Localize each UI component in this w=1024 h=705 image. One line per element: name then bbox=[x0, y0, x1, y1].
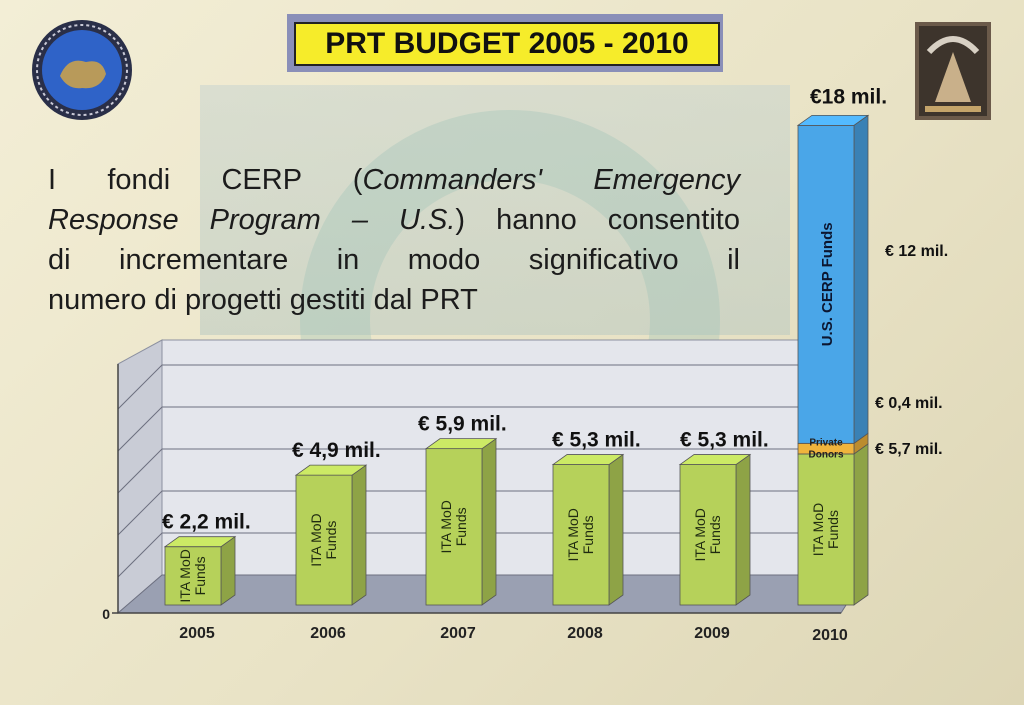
x-tick-label: 2010 bbox=[812, 627, 848, 644]
ita-mod-segment-side bbox=[853, 443, 869, 606]
bar-top-face bbox=[424, 438, 498, 450]
ita-mod-segment bbox=[679, 464, 737, 606]
ita-mod-segment bbox=[164, 546, 222, 606]
intro-line-3: di incrementare in modo significativo il bbox=[48, 244, 740, 276]
bar-top-face bbox=[163, 536, 237, 548]
intro-line-1: I fondi CERP (Commanders' Emergency bbox=[48, 164, 740, 196]
ita-mod-funds-label: ITA MoDFunds bbox=[438, 500, 469, 553]
segment-label-ita: € 5,7 mil. bbox=[875, 441, 943, 458]
ita-mod-funds-label: ITA MoDFunds bbox=[810, 503, 841, 556]
unit-logo-icon bbox=[915, 22, 991, 120]
ita-mod-segment-side bbox=[481, 437, 497, 606]
bar-value-label: € 4,9 mil. bbox=[292, 439, 381, 462]
chart-gridline bbox=[117, 406, 865, 452]
intro-line-4: numero di progetti gestiti dal PRT bbox=[48, 284, 478, 316]
ita-mod-segment bbox=[295, 474, 353, 606]
emblem-logo-icon bbox=[32, 20, 132, 120]
chart-gridline bbox=[117, 532, 865, 578]
intro-paragraph: I fondi CERP (Commanders' Emergency Resp… bbox=[48, 160, 740, 320]
chart-gridline bbox=[117, 490, 865, 536]
bar-value-label: € 5,3 mil. bbox=[552, 429, 641, 452]
bar-top-face bbox=[796, 114, 870, 126]
ita-mod-funds-label: ITA MoDFunds bbox=[692, 508, 723, 561]
chart-gridline bbox=[117, 364, 865, 410]
x-tick-label: 2008 bbox=[567, 625, 603, 642]
ita-mod-segment bbox=[425, 448, 483, 606]
x-tick-label: 2007 bbox=[440, 625, 476, 642]
bar-value-label: € 2,2 mil. bbox=[162, 511, 251, 534]
ita-mod-segment-side bbox=[608, 453, 624, 606]
ita-mod-funds-label: ITA MoDFunds bbox=[565, 508, 596, 561]
chart-side-wall bbox=[117, 339, 163, 615]
cerp-segment bbox=[797, 124, 855, 444]
ita-mod-segment-side bbox=[220, 535, 236, 606]
ita-mod-segment bbox=[797, 453, 855, 606]
segment-label-cerp: € 12 mil. bbox=[885, 243, 948, 260]
bar-top-face bbox=[551, 454, 625, 465]
bar-value-label: € 5,9 mil. bbox=[418, 413, 507, 436]
ita-mod-segment-side bbox=[735, 453, 751, 606]
bar-total-label: €18 mil. bbox=[810, 85, 887, 108]
ita-mod-funds-label: ITA MoDFunds bbox=[308, 513, 339, 566]
bar-value-label: € 5,3 mil. bbox=[680, 429, 769, 452]
slide-title: PRT BUDGET 2005 - 2010 bbox=[294, 22, 720, 66]
chart-gridline bbox=[117, 448, 865, 494]
cerp-funds-label: U.S. CERP Funds bbox=[819, 222, 836, 346]
bar-top-face bbox=[678, 454, 752, 465]
x-tick-label: 2006 bbox=[310, 625, 346, 642]
x-tick-label: 2009 bbox=[694, 625, 730, 642]
chart-back-wall bbox=[161, 339, 866, 576]
private-donors-label: Private Donors bbox=[809, 438, 844, 461]
bar-top-face bbox=[294, 464, 368, 476]
y-tick-label: 0 bbox=[102, 606, 110, 622]
ita-mod-funds-label: ITA MoDFunds bbox=[177, 549, 208, 602]
segment-label-private: € 0,4 mil. bbox=[875, 395, 943, 412]
cerp-segment-side bbox=[853, 114, 869, 445]
intro-line-2: Response Program – U.S.) hanno consentit… bbox=[48, 204, 740, 236]
x-tick-label: 2005 bbox=[179, 625, 215, 642]
ita-mod-segment-side bbox=[351, 464, 367, 606]
